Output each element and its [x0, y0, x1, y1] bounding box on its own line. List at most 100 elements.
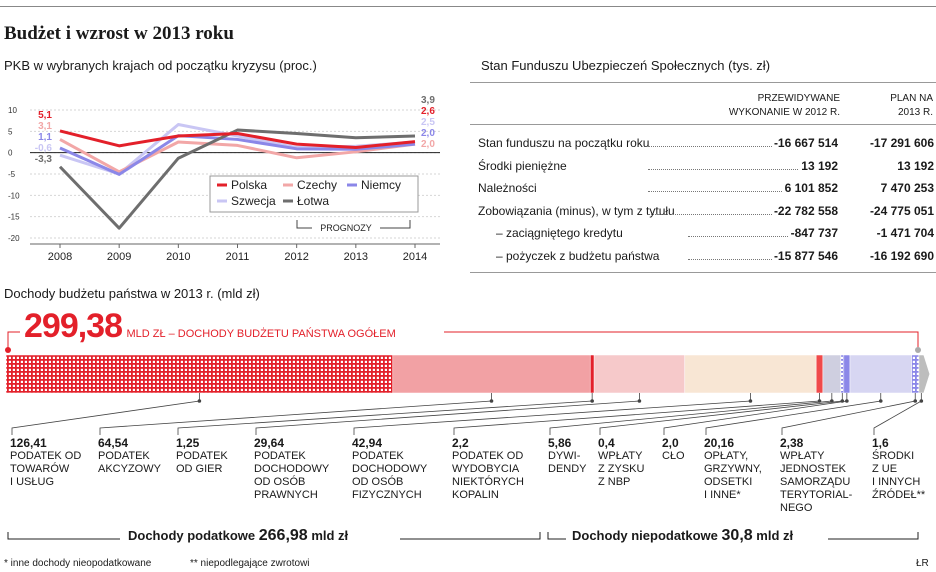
gdp-y-tick: -10	[8, 191, 20, 200]
fund-row-label: Należności	[478, 181, 537, 195]
fund-top-rule	[470, 82, 936, 83]
segment-label: 0,4 WPŁATY Z ZYSKU Z NBP	[598, 436, 644, 489]
fund-row-label: Środki pieniężne	[478, 158, 567, 173]
segment-value: 0,4	[598, 436, 615, 450]
segment-label-line: TOWARÓW	[10, 463, 70, 475]
footnote-1: * inne dochody nieopodatkowane	[4, 558, 152, 569]
segment-label-line: WYDOBYCIA	[452, 463, 520, 475]
fund-row-leader	[688, 236, 838, 237]
fund-row: Stan funduszu na początku roku -16 667 51…	[478, 136, 934, 152]
income-leader-line	[781, 393, 916, 435]
gdp-x-tick: 2014	[403, 251, 427, 263]
segment-label-line: ŚRODKI	[872, 450, 915, 462]
income-leader-line	[11, 393, 200, 435]
income-segment	[392, 354, 597, 394]
gdp-legend-label: Czechy	[297, 178, 337, 192]
income-leader-line	[99, 393, 492, 435]
income-segment	[849, 354, 918, 394]
gdp-legend	[209, 175, 419, 213]
segment-label-line: OPŁATY,	[704, 450, 749, 462]
income-leader-line	[255, 393, 640, 435]
gdp-x-tick: 2013	[344, 251, 368, 263]
fund-row-label: – pożyczek z budżetu państwa	[496, 248, 660, 263]
income-bracket-dot	[5, 347, 11, 353]
income-leader-line	[177, 393, 593, 435]
fund-row-leader	[648, 213, 838, 215]
segment-label-line: DENDY	[548, 463, 587, 475]
income-leader-dot	[919, 399, 924, 403]
income-segment	[918, 354, 931, 394]
segment-label-line: SAMORZĄDU	[780, 476, 851, 488]
segment-label: 2,2 PODATEK OD WYDOBYCIA NIEKTÓRYCH KOPALIN	[452, 436, 524, 502]
income-total-label: MLD ZŁ – DOCHODY BUDŻETU PAŃSTWA OGÓŁEM	[126, 328, 396, 340]
income-segment	[684, 354, 823, 394]
gdp-x-tick: 2009	[107, 251, 131, 263]
income-leader-dot	[637, 399, 642, 403]
income-leader-dot	[590, 399, 594, 403]
income-total-value: 299,38	[24, 307, 123, 345]
gdp-end-label: 2,6	[421, 106, 435, 117]
fund-col2-header-line2: 2013 R.	[897, 107, 933, 118]
gdp-forecast-label: PROGNOZY	[320, 223, 372, 233]
gdp-x-tick: 2010	[166, 251, 190, 263]
tax-total-label: Dochody podatkowe	[128, 528, 256, 543]
fund-row-v1: -847 737	[788, 226, 838, 240]
income-total: 299,38 MLD ZŁ – DOCHODY BUDŻETU PAŃSTWA …	[24, 307, 396, 346]
gdp-series-line	[59, 134, 416, 176]
segment-value: 2,38	[780, 436, 804, 450]
fund-header-rule	[470, 124, 936, 125]
segment-label: 5,86 DYWI- DENDY	[548, 436, 587, 476]
fund-row-v1: -16 667 514	[771, 136, 838, 150]
gdp-start-label: 3,1	[38, 121, 52, 132]
gdp-y-tick: 0	[8, 149, 13, 158]
segment-value: 2,2	[452, 436, 469, 450]
tax-total: Dochody podatkowe 266,98 mld zł	[128, 527, 348, 545]
fund-row-label: Zobowiązania (minus), w tym z tytułu	[478, 203, 675, 218]
fund-subtitle: Stan Funduszu Ubezpieczeń Społecznych (t…	[481, 58, 771, 73]
segment-label-line: WPŁATY	[780, 450, 825, 462]
segment-label-line: PRAWNYCH	[254, 489, 318, 501]
fund-row-v2: 13 192	[895, 158, 934, 173]
segment-label-line: FIZYCZNYCH	[352, 489, 422, 501]
gdp-start-label: -3,3	[35, 154, 53, 165]
gdp-legend-label: Polska	[231, 178, 267, 192]
gdp-end-label: 2,5	[421, 117, 435, 128]
fund-bottom-rule	[470, 272, 936, 273]
fund-col1-header: PRZEWIDYWANE WYKONANIE W 2012 R.	[650, 92, 840, 120]
segment-value: 2,0	[662, 436, 679, 450]
segment-label-line: Z UE	[872, 463, 898, 475]
segment-label-line: AKCYZOWY	[98, 463, 161, 475]
segment-label-line: GRZYWNY,	[704, 463, 762, 475]
segment-label-line: Z NBP	[598, 476, 631, 488]
income-leader-line	[705, 393, 882, 435]
gdp-legend-label: Niemcy	[361, 178, 401, 192]
income-leader-line	[353, 393, 751, 435]
segment-label: 126,41 PODATEK OD TOWARÓW I USŁUG	[10, 436, 81, 489]
gdp-legend-label: Szwecja	[231, 194, 276, 208]
segment-label-line: JEDNOSTEK	[780, 463, 847, 475]
segment-label-line: NEGO	[780, 502, 813, 514]
nontax-total-label: Dochody niepodatkowe	[572, 528, 718, 543]
segment-label-line: PODATEK OD	[10, 450, 82, 462]
segment-label-line: DYWI-	[548, 450, 581, 462]
credit: ŁR	[916, 558, 929, 569]
segment-label: 42,94 PODATEK DOCHODOWY OD OSÓB FIZYCZNYCH	[352, 436, 427, 502]
fund-row-label: – zaciągniętego kredytu	[496, 226, 623, 240]
fund-row-v2: -17 291 606	[867, 136, 934, 150]
segment-label-line: PODATEK	[176, 450, 228, 462]
gdp-subtitle: PKB w wybranych krajach od początku kryz…	[4, 58, 317, 73]
segment-label-line: ODSETKI	[704, 476, 753, 488]
income-total-bracket	[7, 331, 919, 350]
fund-row-leader	[648, 191, 838, 192]
fund-col2-header: PLAN NA 2013 R.	[840, 92, 933, 120]
gdp-y-tick: -20	[8, 234, 20, 243]
fund-row-leader	[648, 146, 838, 147]
segment-value: 64,54	[98, 436, 129, 450]
segment-label-line: PODATEK	[254, 450, 306, 462]
income-leader-line	[599, 393, 843, 435]
gdp-end-label: 2,0	[421, 128, 435, 139]
segment-value: 29,64	[254, 436, 285, 450]
segment-label-line: Z ZYSKU	[598, 463, 645, 475]
gdp-start-label: 5,1	[38, 110, 52, 121]
tax-total-value: 266,98	[258, 527, 308, 544]
